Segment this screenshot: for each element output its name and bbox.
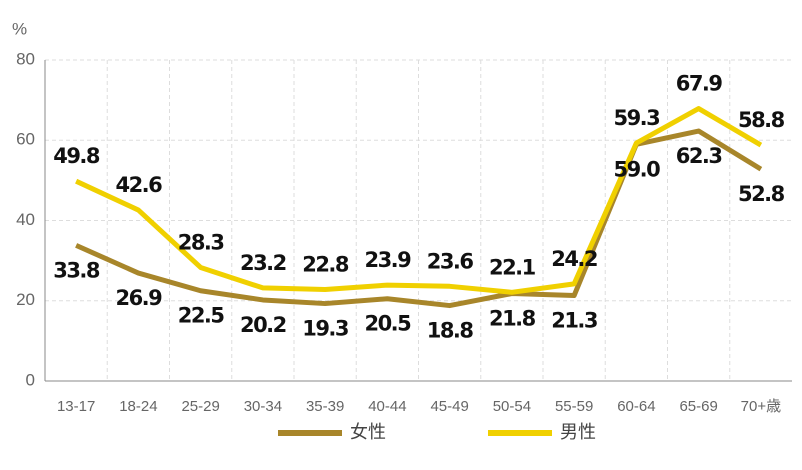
data-label: 59.3: [613, 106, 659, 130]
data-label: 28.3: [178, 230, 224, 254]
series-line: [75, 106, 763, 295]
data-label: 33.8: [53, 258, 100, 282]
y-unit: %: [12, 19, 27, 38]
data-label: 59.0: [613, 157, 660, 181]
series-line: [75, 128, 763, 309]
x-tick-label: 65-69: [679, 398, 717, 415]
data-label: 21.8: [489, 307, 536, 331]
x-tick-label: 40-44: [368, 398, 406, 415]
y-tick-label: 60: [16, 130, 35, 149]
x-tick-label: 30-34: [244, 398, 282, 415]
y-tick-label: 20: [16, 290, 35, 309]
data-label: 18.8: [427, 319, 474, 343]
x-tick-label: 25-29: [181, 398, 219, 415]
data-label: 52.8: [738, 182, 785, 206]
y-tick-label: 0: [26, 370, 35, 389]
data-label: 21.3: [551, 309, 597, 333]
data-label: 23.2: [240, 251, 286, 275]
legend-label: 女性: [350, 422, 386, 443]
data-label: 67.9: [676, 72, 723, 96]
x-tick-label: 70+歳: [741, 398, 781, 415]
data-label: 20.5: [364, 312, 411, 336]
data-label: 24.2: [551, 247, 597, 271]
data-label: 22.8: [302, 253, 349, 277]
data-label: 23.6: [427, 249, 474, 273]
x-tick-label: 60-64: [617, 398, 655, 415]
x-tick-label: 35-39: [306, 398, 344, 415]
data-label: 49.8: [53, 144, 100, 168]
x-tick-label: 55-59: [555, 398, 593, 415]
y-tick-label: 80: [16, 49, 35, 68]
data-label: 20.2: [240, 313, 286, 337]
x-tick-label: 18-24: [119, 398, 157, 415]
x-tick-label: 50-54: [493, 398, 531, 415]
legend-label: 男性: [560, 422, 596, 443]
data-label: 62.3: [676, 144, 722, 168]
x-tick-label: 45-49: [430, 398, 468, 415]
data-label: 58.8: [738, 108, 785, 132]
data-label: 19.3: [302, 317, 348, 341]
x-tick-label: 13-17: [57, 398, 95, 415]
y-tick-label: 40: [16, 210, 35, 229]
data-label: 42.6: [115, 173, 162, 197]
data-label: 23.9: [364, 248, 411, 272]
data-label: 22.1: [489, 255, 536, 279]
data-label: 26.9: [115, 286, 162, 310]
data-label: 22.5: [178, 304, 225, 328]
